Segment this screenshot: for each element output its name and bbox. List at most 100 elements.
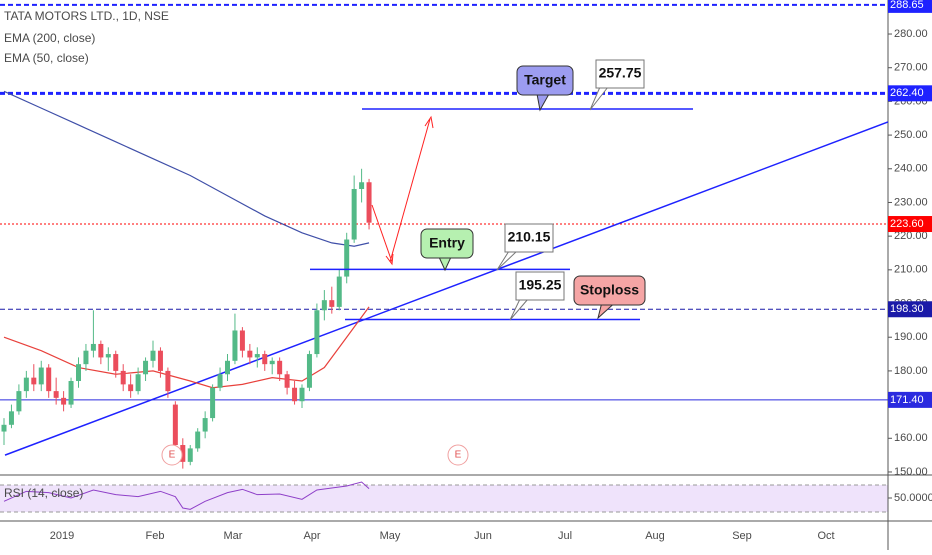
arrow-head	[424, 115, 434, 129]
candle-body	[247, 350, 253, 358]
callout-text: Entry	[429, 235, 465, 251]
y-tick-label: 180.00	[894, 365, 928, 377]
y-tick-label: 190.00	[894, 331, 928, 343]
candle-body	[8, 411, 14, 425]
y-tick-label: 240.00	[894, 163, 928, 175]
price-label-box	[888, 301, 932, 318]
candle-body	[165, 370, 171, 392]
candle-body	[83, 350, 89, 365]
candle-body	[98, 343, 104, 358]
candle-body	[351, 188, 357, 240]
candle-body	[76, 364, 81, 382]
candle-body	[105, 354, 111, 358]
rsi-band	[0, 485, 888, 512]
candle-body	[53, 391, 59, 398]
candle-body	[232, 330, 238, 361]
x-tick-label: Mar	[224, 530, 243, 542]
y-tick-label: 210.00	[894, 264, 928, 276]
y-tick-label: 230.00	[894, 196, 928, 208]
candle-body	[16, 391, 22, 412]
candle-body	[202, 418, 208, 432]
candle-body	[359, 182, 365, 189]
candle-body	[187, 448, 193, 462]
x-tick-label: Apr	[303, 530, 320, 542]
candle-body	[68, 381, 74, 405]
price-label-box	[888, 216, 932, 233]
candle-body	[143, 360, 149, 375]
price-label-box	[888, 391, 932, 408]
chart-title: TATA MOTORS LTD., 1D, NSE	[4, 9, 169, 23]
candle-body	[195, 431, 201, 449]
candle-body	[113, 354, 119, 371]
arrow	[389, 118, 431, 263]
indicator-label: EMA (50, close)	[4, 51, 89, 65]
y-tick-label: 150.00	[894, 466, 928, 478]
y-tick-label: 280.00	[894, 28, 928, 40]
candle-body	[31, 377, 37, 385]
candle-body	[277, 360, 283, 375]
callout-pointer	[438, 256, 452, 272]
y-tick-label: 270.00	[894, 62, 928, 74]
callout-text: Target	[524, 72, 566, 88]
x-tick-label: May	[380, 530, 401, 542]
callout-box	[420, 228, 474, 259]
x-tick-label: Aug	[645, 530, 665, 542]
callout-pointer	[589, 86, 609, 111]
candle-body	[225, 360, 230, 375]
x-tick-label: 2019	[50, 530, 74, 542]
candle-body	[128, 384, 134, 392]
candle-body	[23, 377, 29, 392]
y-tick-label: 220.00	[894, 230, 928, 242]
candle-body	[299, 387, 305, 402]
candle-body	[90, 343, 96, 351]
candle-body	[366, 182, 372, 223]
candle-body	[150, 350, 156, 361]
candle-body	[254, 354, 260, 358]
candle-body	[180, 445, 186, 462]
arrow-head	[385, 253, 394, 266]
rsi-label: RSI (14, close)	[4, 486, 83, 500]
indicator-label: EMA (200, close)	[4, 31, 95, 45]
candle-body	[210, 387, 216, 419]
x-tick-label: Jun	[474, 530, 492, 542]
x-tick-label: Jul	[558, 530, 572, 542]
value-box	[515, 271, 565, 301]
callout-pointer	[509, 298, 529, 321]
price-label: 198.30	[890, 303, 924, 315]
price-label: 262.40	[890, 87, 924, 99]
candle-body	[321, 300, 327, 311]
candle-body	[329, 300, 335, 307]
callout-box	[573, 275, 646, 306]
value-box	[595, 59, 645, 89]
candle-body	[172, 404, 178, 446]
candle-body	[38, 367, 44, 385]
candle-body	[262, 354, 268, 365]
candle-body	[284, 374, 290, 388]
candle-body	[344, 239, 350, 277]
price-label: 288.65	[890, 0, 924, 11]
callout-box	[516, 65, 574, 96]
candle-body	[1, 424, 7, 432]
rsi-line	[3, 481, 370, 510]
callout-pointer	[496, 250, 518, 271]
callout-text: Stoploss	[580, 282, 639, 298]
x-tick-label: Oct	[817, 530, 834, 542]
event-label: E	[455, 450, 462, 461]
candle-body	[120, 370, 126, 385]
candle-body	[306, 354, 312, 388]
price-label: 223.60	[890, 218, 924, 230]
candle-body	[157, 350, 163, 371]
value-text: 195.25	[519, 277, 562, 293]
value-text: 210.15	[508, 229, 551, 245]
candle-body	[46, 367, 52, 392]
price-label: 171.40	[890, 394, 924, 406]
candle-body	[336, 276, 342, 307]
candle-body	[135, 374, 141, 392]
candle-body	[292, 387, 298, 402]
event-marker	[447, 444, 469, 466]
event-label: E	[169, 450, 176, 461]
y-tick-label: 250.00	[894, 129, 928, 141]
candle-body	[239, 330, 245, 351]
arrow	[371, 204, 393, 263]
